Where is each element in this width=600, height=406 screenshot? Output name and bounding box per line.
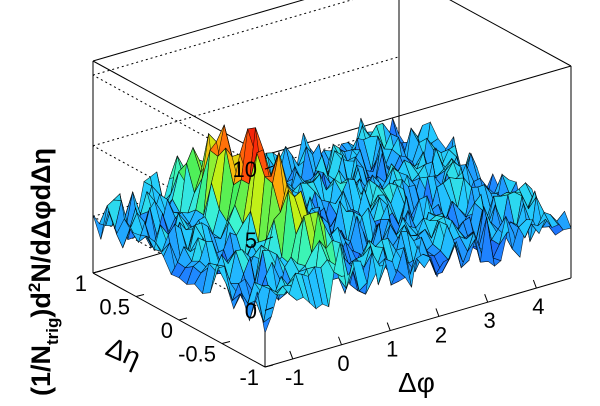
z-tick	[264, 165, 274, 170]
x-tick-label: 1	[386, 337, 398, 362]
y-tick	[135, 294, 145, 297]
x-tick-label: 4	[532, 294, 544, 319]
z-tick	[264, 306, 274, 311]
y-tick	[178, 317, 188, 321]
y-tick	[221, 341, 231, 344]
x-tick	[435, 308, 440, 317]
y-tick-label: 1	[75, 271, 87, 296]
y-axis-label: Δη	[102, 331, 146, 373]
y-tick-label: 0.5	[99, 295, 130, 320]
x-tick-label: 2	[435, 322, 447, 347]
x-tick	[338, 336, 342, 345]
x-tick	[532, 279, 537, 289]
y-tick	[92, 270, 102, 274]
x-tick-label: 3	[484, 308, 496, 333]
x-axis-label: Δφ	[398, 367, 435, 398]
x-tick	[484, 294, 489, 303]
z-axis-label: (1/Ntrig)d2N/dΔφdΔη	[25, 148, 62, 396]
surface-cell	[556, 210, 572, 231]
top-edge	[449, 0, 572, 67]
x-tick-label: -1	[285, 365, 305, 390]
y-tick-label: 0	[161, 318, 173, 343]
top-edge	[264, 65, 572, 156]
top-edge	[92, 60, 266, 156]
y-tick-label: -1	[239, 365, 259, 390]
surface-mesh	[92, 117, 572, 335]
y-tick-label: -0.5	[178, 342, 216, 367]
z-tick-label: 10	[233, 157, 257, 182]
z-gridline	[92, 0, 354, 76]
y-tick	[264, 364, 274, 368]
x-tick	[386, 322, 391, 331]
z-tick-label: 5	[245, 228, 257, 253]
z-tick	[264, 236, 274, 241]
front-box-edges	[264, 66, 572, 368]
z-tick-label: 0	[245, 298, 257, 323]
back-edge	[92, 0, 305, 62]
front-edge	[264, 277, 572, 368]
x-tick	[289, 350, 294, 360]
z-gridline	[92, 56, 400, 147]
x-tick-label: 0	[337, 351, 349, 376]
